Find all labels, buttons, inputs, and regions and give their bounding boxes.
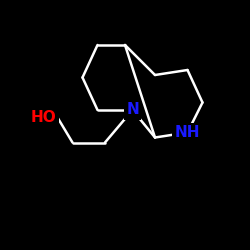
Text: HO: HO xyxy=(31,110,56,125)
Text: N: N xyxy=(126,102,139,118)
Text: NH: NH xyxy=(175,125,200,140)
